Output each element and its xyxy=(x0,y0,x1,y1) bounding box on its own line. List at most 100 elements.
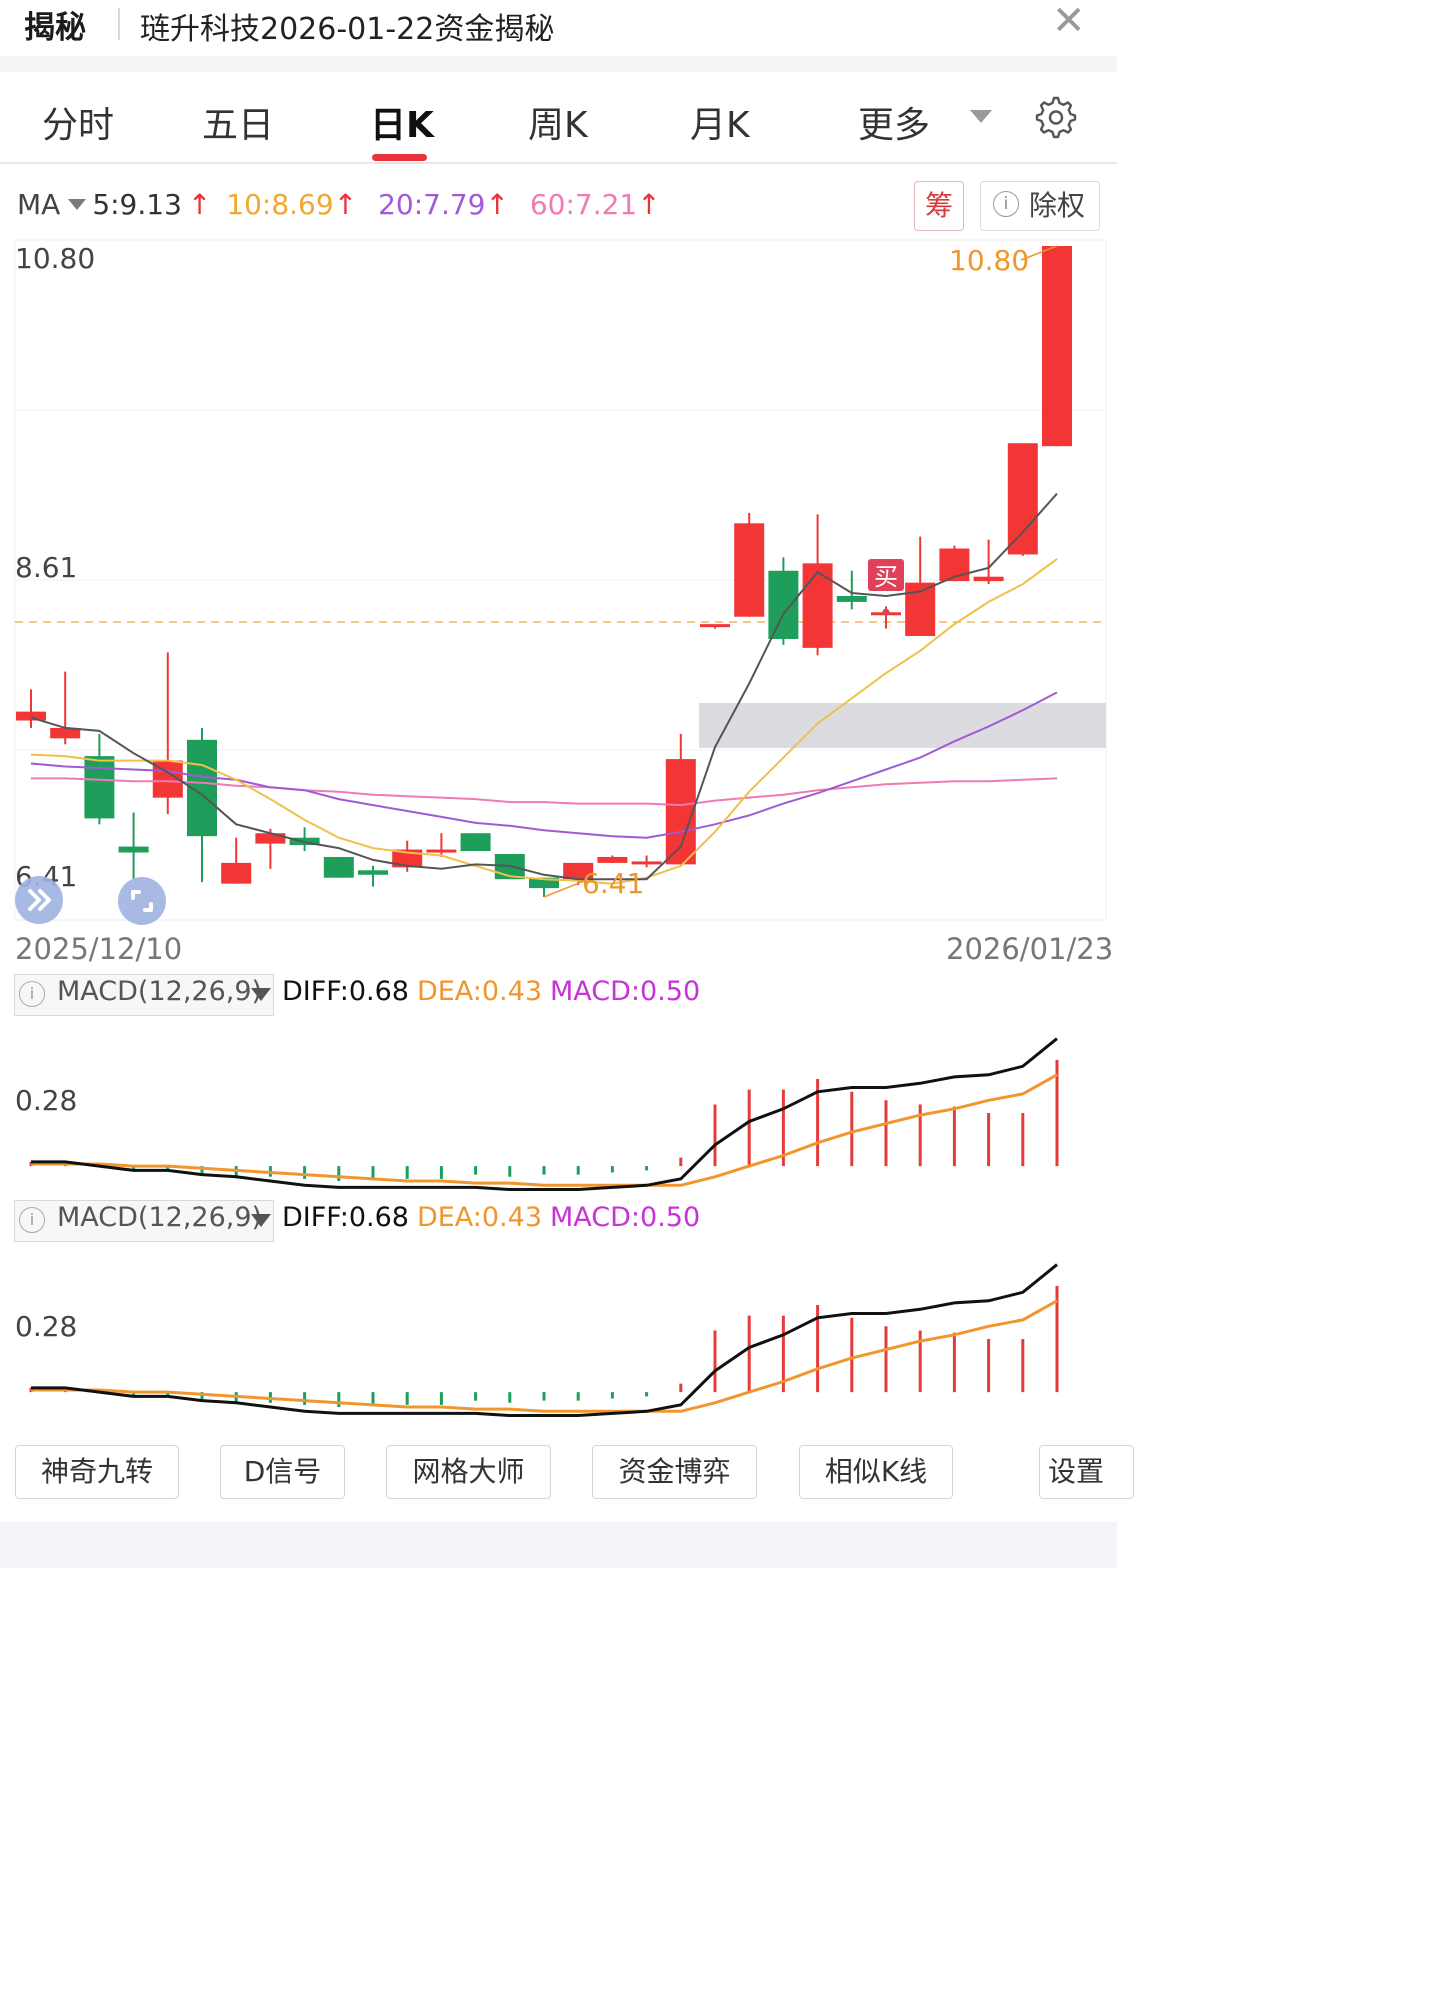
date-end: 2026/01/23 xyxy=(946,932,1114,966)
candle-body xyxy=(323,856,354,878)
expand-left-button[interactable] xyxy=(15,876,63,924)
high-price-label: 10.80 xyxy=(949,244,1029,277)
ma60-line xyxy=(31,777,1058,807)
ex-rights-button[interactable]: i 除权 xyxy=(980,181,1100,231)
page-title: 琏升科技2026-01-22资金揭秘 xyxy=(140,12,555,47)
macd-values-2: DIFF:0.68 DEA:0.43 MACD:0.50 xyxy=(282,1202,708,1233)
candle-body xyxy=(734,523,765,617)
macd-value: MACD:0.50 xyxy=(550,1202,701,1233)
candle xyxy=(665,733,696,865)
high-marker-line xyxy=(1020,245,1058,261)
candle xyxy=(631,855,662,868)
price-axis-top: 10.80 xyxy=(15,242,96,275)
header-gap xyxy=(0,56,1117,72)
ma10-line xyxy=(30,558,1058,885)
period-tab-bar: 分时 五日 日K 周K 月K 更多 xyxy=(0,72,1117,164)
fund-game-button[interactable]: 资金博弈 xyxy=(592,1445,757,1499)
ex-rights-label: 除权 xyxy=(1029,189,1086,222)
macd-value: MACD:0.50 xyxy=(550,976,701,1007)
candle-body xyxy=(118,846,149,853)
ma20-value: 20:7.79↑ xyxy=(378,188,509,221)
price-axis-mid: 8.61 xyxy=(15,551,78,584)
tab-week-k[interactable]: 周K xyxy=(528,105,588,146)
candle xyxy=(973,539,1004,585)
close-icon[interactable]: ✕ xyxy=(1052,0,1086,44)
magic-nine-button[interactable]: 神奇九转 xyxy=(15,1445,179,1499)
settings-button[interactable]: 设置 xyxy=(1039,1445,1134,1499)
ma-dropdown-icon[interactable] xyxy=(68,198,87,210)
candle xyxy=(734,512,765,617)
macd-indicator-selector-1[interactable]: i MACD(12,26,9) xyxy=(14,974,274,1016)
candle xyxy=(426,833,457,857)
diff-line xyxy=(31,1037,1058,1191)
candle xyxy=(836,570,867,610)
low-price-label: 6.41 xyxy=(582,867,644,900)
macd-values-1: DIFF:0.68 DEA:0.43 MACD:0.50 xyxy=(282,976,708,1007)
candle-body xyxy=(460,833,491,852)
chip-distribution-button[interactable]: 筹 xyxy=(914,181,964,231)
tab-minute[interactable]: 分时 xyxy=(42,105,115,146)
buy-signal-dot xyxy=(882,608,890,616)
ma5-line xyxy=(30,492,1058,881)
buy-signal-label: 买 xyxy=(874,563,898,591)
candle xyxy=(323,856,354,878)
candle xyxy=(1042,246,1072,447)
diff-value: DIFF:0.68 xyxy=(282,1202,409,1233)
grid-master-button[interactable]: 网格大师 xyxy=(386,1445,551,1499)
header-divider xyxy=(118,8,120,40)
diff-value: DIFF:0.68 xyxy=(282,976,409,1007)
support-zone xyxy=(699,703,1106,748)
candle-body xyxy=(768,570,799,639)
candles-group xyxy=(16,246,1072,897)
candle xyxy=(16,689,46,728)
dropdown-icon xyxy=(251,1214,271,1227)
candlestick-chart[interactable]: 10.80 6.41 买 xyxy=(0,0,1117,1568)
ma5-value: 5:9.13 ↑ xyxy=(92,188,212,221)
ma-legend: MA 5:9.13 ↑ 10:8.69↑ 20:7.79↑ 60:7.21↑ xyxy=(17,188,673,221)
candle-body xyxy=(802,563,833,648)
candle xyxy=(358,865,388,887)
candle-body xyxy=(221,862,252,884)
ma-label[interactable]: MA xyxy=(17,188,61,221)
diff-line xyxy=(31,1263,1058,1417)
dea-value: DEA:0.43 xyxy=(416,976,542,1007)
tab-month-k[interactable]: 月K xyxy=(690,105,750,146)
macd-indicator-selector-2[interactable]: i MACD(12,26,9) xyxy=(14,1200,274,1242)
candle xyxy=(597,855,628,863)
more-dropdown-icon[interactable] xyxy=(970,110,992,123)
active-tab-indicator xyxy=(372,154,427,161)
candle xyxy=(152,652,183,814)
candle-body xyxy=(426,849,457,853)
tab-more[interactable]: 更多 xyxy=(858,105,931,146)
dea-line xyxy=(31,1299,1058,1413)
candle-body xyxy=(973,576,1004,582)
tab-five-day[interactable]: 五日 xyxy=(202,105,275,146)
brand-label: 揭秘 xyxy=(24,10,86,46)
candle xyxy=(118,812,149,880)
fullscreen-button[interactable] xyxy=(118,877,166,925)
candle-body xyxy=(255,833,286,844)
d-signal-button[interactable]: D信号 xyxy=(220,1445,345,1499)
macd-axis-label-2: 0.28 xyxy=(15,1310,78,1343)
candle-body xyxy=(665,759,696,865)
gear-icon[interactable] xyxy=(1034,96,1078,140)
candle-body xyxy=(358,870,388,875)
candle-body xyxy=(631,861,662,865)
bottom-band xyxy=(0,1522,1117,1568)
candle xyxy=(50,671,81,745)
similar-k-button[interactable]: 相似K线 xyxy=(799,1445,953,1499)
candle xyxy=(255,828,286,869)
macd-chart-2[interactable] xyxy=(0,1246,1117,1426)
macd-chart-1[interactable] xyxy=(0,1020,1117,1200)
header-bar xyxy=(0,0,1117,56)
dea-line xyxy=(31,1073,1058,1187)
dea-value: DEA:0.43 xyxy=(416,1202,542,1233)
candle xyxy=(700,624,730,629)
candle-body xyxy=(529,877,559,889)
ma-lines-group xyxy=(30,492,1058,885)
candle xyxy=(768,557,799,645)
tab-day-k[interactable]: 日K xyxy=(370,105,434,146)
ma60-value: 60:7.21↑ xyxy=(529,188,661,221)
candle-body xyxy=(84,756,115,819)
candle xyxy=(84,733,115,825)
